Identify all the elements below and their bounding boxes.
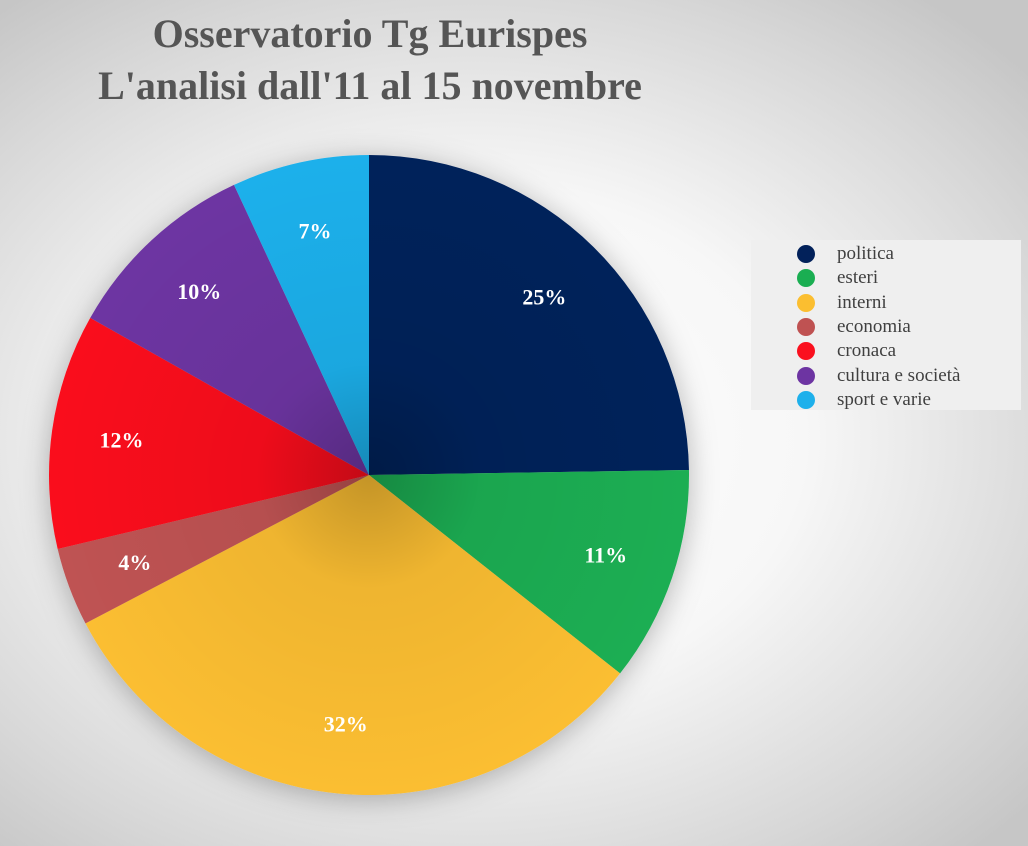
chart-title-line-2: L'analisi dall'11 al 15 novembre (98, 63, 642, 108)
legend-swatch (797, 342, 815, 361)
slice-label-economia: 4% (118, 550, 151, 575)
legend-label: sport e varie (837, 388, 931, 410)
legend-swatch (797, 317, 815, 336)
legend-swatch (797, 269, 815, 288)
legend-label: esteri (837, 267, 879, 289)
legend-swatch (797, 245, 815, 263)
slice-label-cultura-e-societ: 10% (177, 279, 221, 304)
pie-slice-labels: 25% 11% 32% 4% 12% 10% 7% (99, 218, 627, 736)
legend-swatch (797, 390, 815, 409)
pie-slices (49, 155, 689, 795)
legend-label: politica (837, 243, 894, 264)
legend-label: cultura e società (837, 364, 961, 386)
slice-label-cronaca: 12% (99, 428, 143, 453)
legend-label: interni (837, 291, 887, 313)
slice-label-sport-e-varie: 7% (298, 218, 331, 243)
legend-label: economia (837, 315, 911, 337)
pie-chart: 25% 11% 32% 4% 12% 10% 7% (49, 155, 689, 795)
chart-title: Osservatorio Tg Eurispes L'analisi dall'… (0, 8, 740, 112)
legend-swatch (797, 293, 815, 312)
slice-label-politica: 25% (522, 284, 566, 309)
legend: politica esteri interni economia cronaca cult… (751, 240, 1021, 410)
pie-slice-politica (369, 155, 689, 475)
legend-label: cronaca (837, 340, 897, 362)
legend-swatch (797, 366, 815, 385)
slice-label-esteri: 11% (584, 543, 627, 568)
slice-label-interni: 32% (324, 711, 368, 736)
chart-title-line-1: Osservatorio Tg Eurispes (152, 11, 588, 56)
